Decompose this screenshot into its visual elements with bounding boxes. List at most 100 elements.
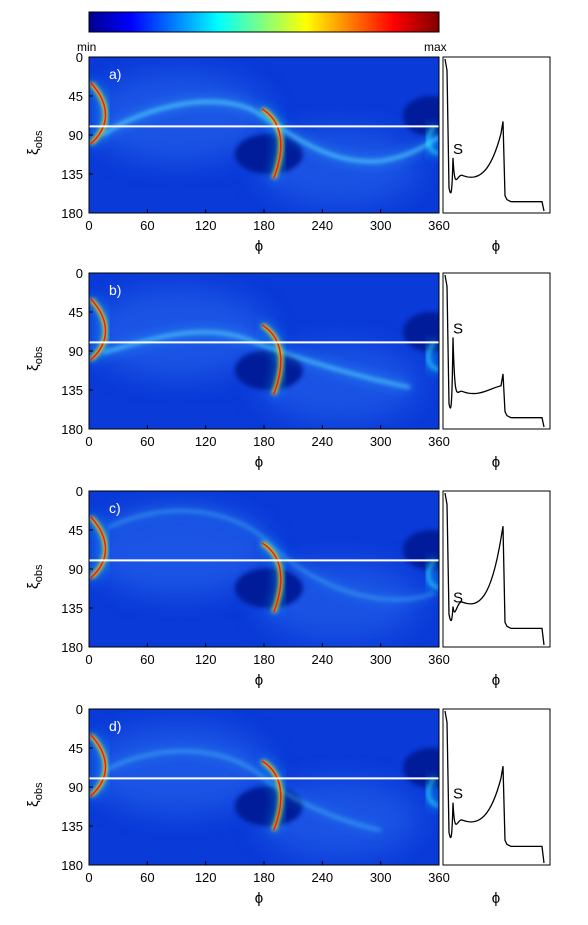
heatmap-dark-lobe: [234, 786, 303, 827]
heatmap-ridge-core: [261, 760, 282, 831]
x-tick-label: 60: [140, 434, 154, 449]
profile-annotation: S: [453, 786, 463, 803]
y-tick-label: 90: [69, 128, 83, 143]
heatmap-ridge-core: [90, 298, 107, 361]
x-tick-label: 180: [253, 652, 275, 667]
panel-label: a): [109, 66, 121, 82]
y-tick-label: 90: [69, 344, 83, 359]
profile-curve: [444, 492, 545, 646]
y-tick-label: 90: [69, 780, 83, 795]
y-axis-label-main: ξ: [25, 800, 42, 807]
profile-curve: [444, 274, 545, 428]
profile-curve: [444, 58, 545, 212]
profile-annotation: S: [453, 320, 463, 337]
y-axis-label-text: ξobs: [25, 782, 45, 807]
y-axis-label: ξobs: [25, 130, 45, 155]
x-tick-label: 360: [428, 870, 450, 885]
heatmap-haze: [89, 72, 269, 162]
x-tick-label: 120: [195, 218, 217, 233]
colorbar-min-label: min: [77, 40, 96, 54]
profile-panel: Sϕ: [442, 56, 551, 255]
y-tick-label: 135: [61, 383, 83, 398]
profile-x-label: ϕ: [492, 890, 500, 907]
x-tick-label: 0: [85, 434, 92, 449]
x-tick-label: 240: [311, 652, 333, 667]
profile-x-label: ϕ: [492, 454, 500, 471]
heatmap-haze: [89, 506, 269, 596]
y-tick-label: 135: [61, 167, 83, 182]
y-tick-label: 0: [76, 266, 83, 281]
y-axis-label-sub: obs: [33, 130, 45, 148]
x-tick-label: 240: [311, 870, 333, 885]
heatmap-ridge: [427, 777, 439, 808]
x-tick-label: 0: [85, 870, 92, 885]
y-tick-label: 135: [61, 819, 83, 834]
x-tick-label: 360: [428, 652, 450, 667]
x-tick-label: 300: [370, 652, 392, 667]
x-tick-label: 180: [253, 218, 275, 233]
y-tick-label: 90: [69, 562, 83, 577]
y-axis-label-text: ξobs: [25, 564, 45, 589]
heatmap: [89, 57, 439, 213]
y-axis-label-text: ξobs: [25, 130, 45, 155]
x-tick-label: 360: [428, 218, 450, 233]
y-tick-label: 0: [76, 50, 83, 65]
heatmap-haze: [89, 724, 269, 814]
heatmap-ridge: [427, 125, 439, 156]
heatmap-band: [107, 509, 435, 601]
panel-label: b): [109, 282, 121, 298]
heatmap-ridge-core: [90, 82, 107, 145]
profile-frame: [442, 708, 551, 866]
heatmap-dark-lobe: [234, 350, 303, 391]
y-tick-label: 180: [61, 858, 83, 873]
x-tick-label: 0: [85, 652, 92, 667]
x-axis-label: ϕ: [255, 672, 263, 689]
heatmap-band: [102, 330, 411, 389]
x-tick-label: 60: [140, 652, 154, 667]
heatmap: [89, 491, 439, 647]
heatmap-ridge: [427, 341, 439, 372]
x-tick-label: 180: [253, 870, 275, 885]
x-tick-label: 240: [311, 434, 333, 449]
profile-curve: [444, 710, 545, 864]
heatmap: [89, 273, 439, 429]
x-tick-label: 120: [195, 870, 217, 885]
x-tick-label: 360: [428, 434, 450, 449]
y-axis-label-main: ξ: [25, 582, 42, 589]
heatmap: [89, 709, 439, 865]
x-axis-label: ϕ: [255, 890, 263, 907]
heatmap-dark-lobe: [234, 134, 303, 175]
heatmap-ridge: [427, 559, 439, 590]
x-tick-label: 300: [370, 434, 392, 449]
y-axis-label-sub: obs: [33, 782, 45, 800]
y-axis-label-main: ξ: [25, 148, 42, 155]
x-tick-label: 180: [253, 434, 275, 449]
x-axis-label: ϕ: [255, 454, 263, 471]
y-axis-label-sub: obs: [33, 564, 45, 582]
y-axis-label-main: ξ: [25, 364, 42, 371]
profile-frame: [442, 56, 551, 214]
y-tick-label: 180: [61, 640, 83, 655]
y-axis-label: ξobs: [25, 564, 45, 589]
y-axis-label-text: ξobs: [25, 346, 45, 371]
profile-panel: Sϕ: [442, 490, 551, 689]
colorbar-gradient: [88, 11, 440, 33]
x-tick-label: 120: [195, 434, 217, 449]
x-tick-label: 120: [195, 652, 217, 667]
colorbar: min max: [77, 11, 447, 54]
y-tick-label: 45: [69, 523, 83, 538]
profile-annotation: S: [453, 590, 463, 607]
colorbar-max-label: max: [424, 40, 447, 54]
heatmap-ridge-core: [261, 324, 282, 395]
x-tick-label: 300: [370, 870, 392, 885]
profile-x-label: ϕ: [492, 238, 500, 255]
panel-label: c): [109, 500, 121, 516]
heatmap-ridge-core: [90, 734, 107, 797]
y-axis-label: ξobs: [25, 782, 45, 807]
profile-panel: Sϕ: [442, 272, 551, 471]
x-tick-label: 300: [370, 218, 392, 233]
y-tick-label: 135: [61, 601, 83, 616]
